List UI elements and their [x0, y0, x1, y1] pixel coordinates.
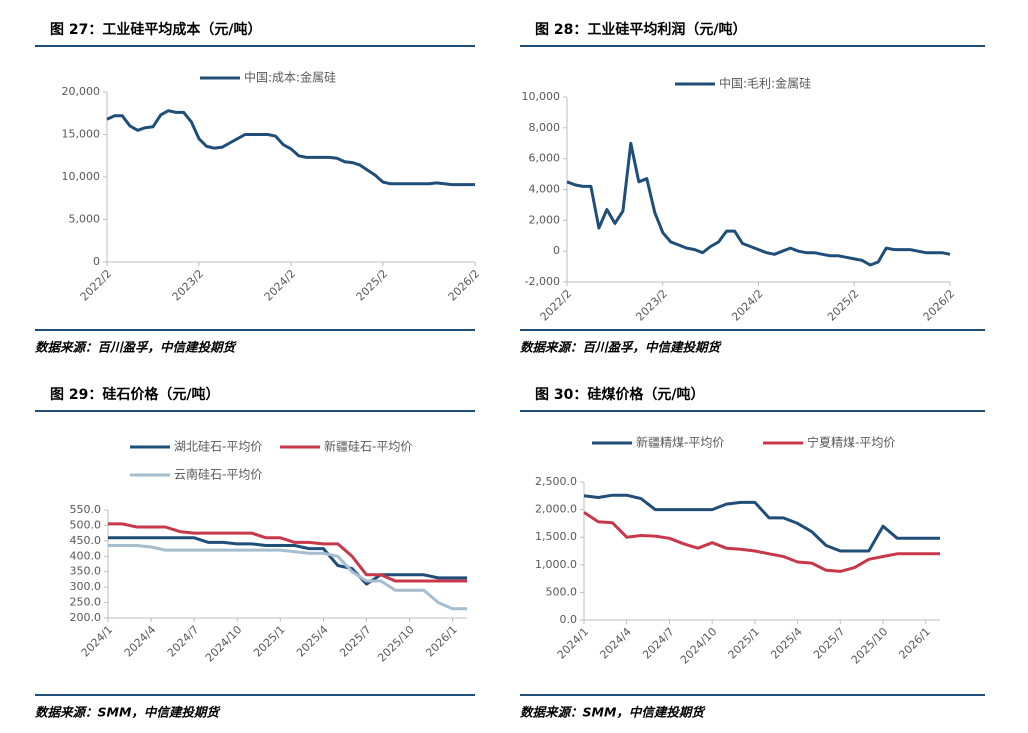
series-line — [583, 493, 940, 553]
x-tick-label: 2024/4 — [122, 623, 159, 660]
x-tick-label: 2024/2 — [729, 287, 766, 324]
source-note: 数据来源：SMM，中信建投期货 — [35, 705, 221, 720]
y-tick-label: 350.0 — [70, 565, 102, 578]
x-tick-label: 2024/1 — [555, 625, 592, 662]
series-line — [108, 522, 467, 583]
x-tick-label: 2024/2 — [262, 267, 299, 304]
x-tick-label: 2025/10 — [849, 625, 891, 667]
y-tick-label: 2,500.0 — [535, 475, 577, 488]
legend-label: 湖北硅石-平均价 — [174, 439, 262, 454]
y-tick-label: 1,000.0 — [535, 558, 577, 571]
legend-label: 新疆硅石-平均价 — [324, 439, 412, 454]
y-tick-label: 10,000 — [62, 170, 101, 183]
x-tick-label: 2023/2 — [633, 287, 670, 324]
figure-title: 图 29：硅石价格（元/吨） — [50, 386, 219, 403]
x-tick-label: 2025/1 — [251, 623, 288, 660]
x-tick-label: 2025/7 — [337, 623, 374, 660]
y-tick-label: 20,000 — [62, 85, 101, 98]
y-tick-label: 400.0 — [70, 549, 102, 562]
y-tick-label: 0 — [553, 244, 560, 257]
y-tick-label: 4,000 — [529, 183, 561, 196]
y-tick-label: 0.0 — [560, 613, 578, 626]
y-tick-label: -2,000 — [525, 275, 560, 288]
source-note: 数据来源：SMM，中信建投期货 — [520, 705, 706, 720]
legend-label: 宁夏精煤-平均价 — [807, 435, 895, 450]
x-tick-label: 2025/2 — [825, 287, 862, 324]
x-tick-label: 2024/7 — [165, 623, 202, 660]
y-tick-label: 500.0 — [546, 585, 578, 598]
y-tick-label: 6,000 — [529, 152, 561, 165]
legend-label: 云南硅石-平均价 — [174, 467, 262, 482]
x-tick-label: 2026/2 — [921, 287, 958, 324]
x-tick-label: 2022/2 — [78, 267, 115, 304]
y-tick-label: 200.0 — [70, 611, 102, 624]
y-tick-label: 2,000 — [529, 213, 561, 226]
series-line — [108, 544, 467, 611]
x-tick-label: 2024/10 — [678, 625, 720, 667]
x-tick-label: 2024/7 — [640, 625, 677, 662]
x-tick-label: 2022/2 — [538, 287, 575, 324]
y-tick-label: 2,000.0 — [535, 503, 577, 516]
y-tick-label: 1,500.0 — [535, 530, 577, 543]
legend-label: 新疆精煤-平均价 — [636, 435, 724, 450]
figure-title: 图 27：工业硅平均成本（元/吨） — [50, 21, 261, 38]
x-tick-label: 2026/1 — [896, 625, 933, 662]
x-tick-label: 2025/4 — [294, 623, 331, 660]
x-tick-label: 2025/2 — [354, 267, 391, 304]
y-tick-label: 250.0 — [70, 596, 102, 609]
x-tick-label: 2026/1 — [423, 623, 460, 660]
y-tick-label: 450.0 — [70, 534, 102, 547]
x-tick-label: 2026/2 — [446, 267, 483, 304]
series-line — [566, 141, 951, 267]
y-tick-label: 5,000 — [69, 213, 101, 226]
figure-title: 图 30：硅煤价格（元/吨） — [535, 386, 704, 403]
x-tick-label: 2024/10 — [203, 623, 245, 665]
series-line — [106, 109, 475, 187]
x-tick-label: 2025/7 — [811, 625, 848, 662]
y-tick-label: 550.0 — [70, 503, 102, 516]
series-line — [583, 511, 940, 573]
legend-label: 中国:成本:金属硅 — [244, 70, 336, 85]
source-note: 数据来源：百川盈孚，中信建投期货 — [35, 340, 238, 355]
y-tick-label: 8,000 — [529, 121, 561, 134]
x-tick-label: 2023/2 — [170, 267, 207, 304]
y-tick-label: 500.0 — [70, 518, 102, 531]
y-tick-label: 0 — [93, 255, 100, 268]
y-tick-label: 15,000 — [62, 128, 101, 141]
figure-title: 图 28：工业硅平均利润（元/吨） — [535, 21, 746, 38]
x-tick-label: 2025/1 — [726, 625, 763, 662]
x-tick-label: 2024/4 — [597, 625, 634, 662]
source-note: 数据来源：百川盈孚，中信建投期货 — [520, 340, 723, 355]
legend-label: 中国:毛利:金属硅 — [719, 76, 811, 91]
x-tick-label: 2025/10 — [375, 623, 417, 665]
y-tick-label: 10,000 — [522, 90, 561, 103]
series-line — [108, 536, 467, 586]
y-tick-label: 300.0 — [70, 580, 102, 593]
x-tick-label: 2024/1 — [79, 623, 116, 660]
x-tick-label: 2025/4 — [768, 625, 805, 662]
